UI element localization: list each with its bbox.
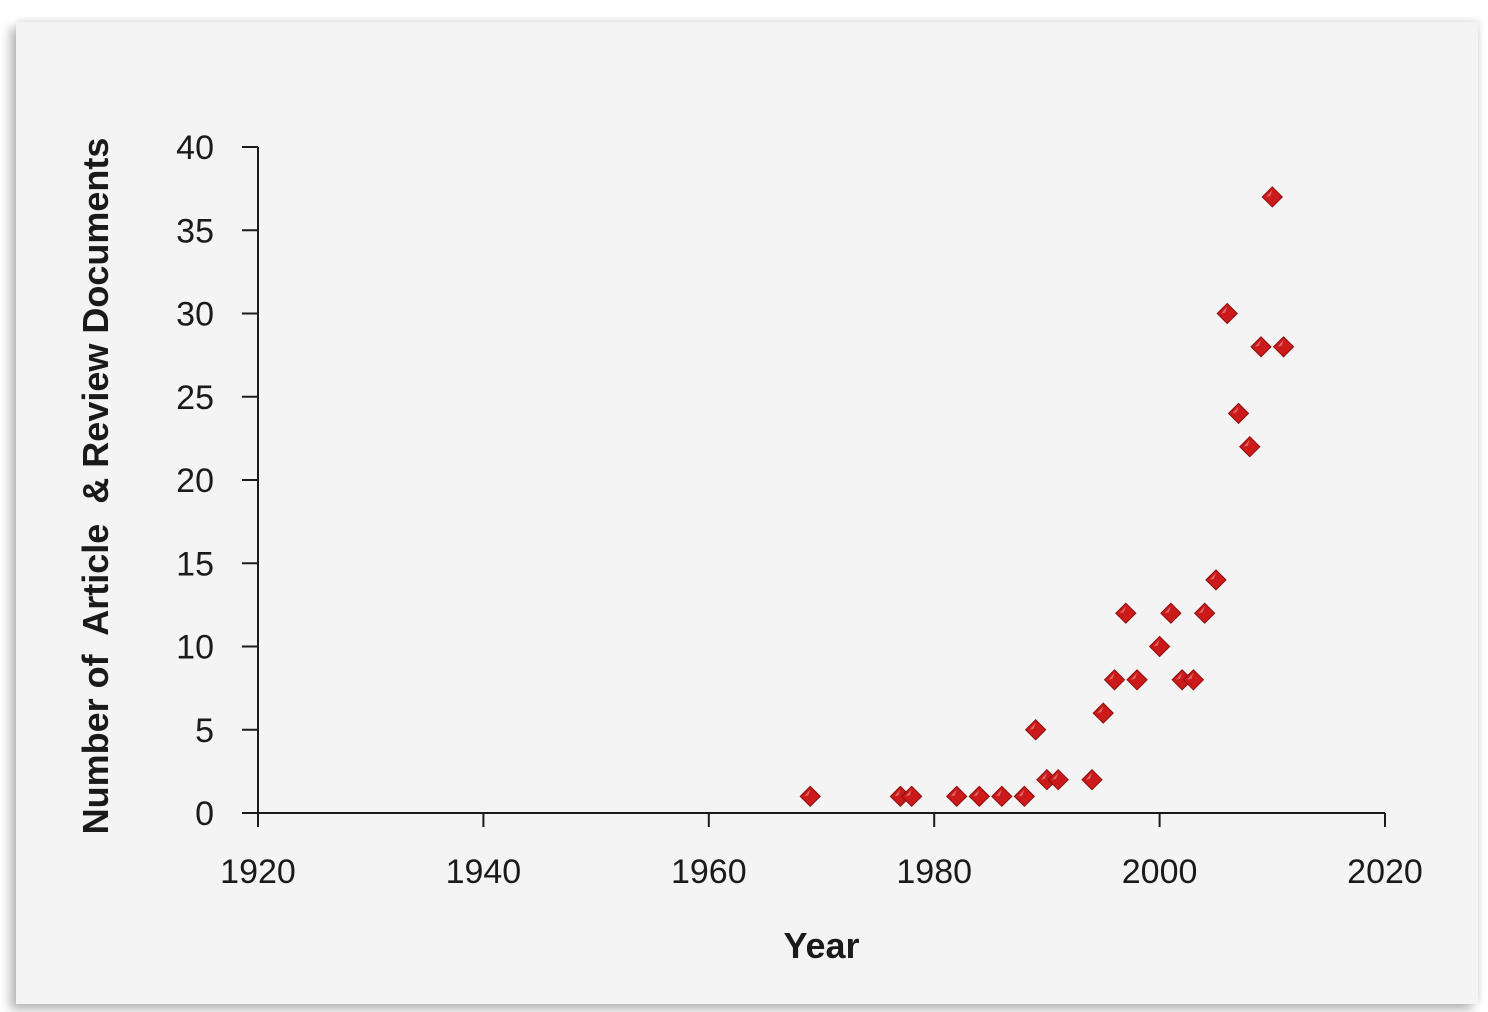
y-tick-label: 25 <box>176 379 214 417</box>
data-point <box>1183 670 1203 690</box>
data-point <box>1150 637 1170 657</box>
data-point <box>1048 770 1068 790</box>
data-point <box>1251 337 1271 357</box>
y-tick-label: 0 <box>195 795 214 833</box>
data-point <box>969 786 989 806</box>
data-point <box>1195 603 1215 623</box>
x-tick-label: 1960 <box>671 853 747 891</box>
data-point <box>1240 437 1260 457</box>
y-tick-label: 15 <box>176 545 214 583</box>
x-tick-label: 2000 <box>1122 853 1198 891</box>
y-tick-label: 10 <box>176 629 214 667</box>
x-tick-label: 1920 <box>220 853 296 891</box>
data-point <box>1093 703 1113 723</box>
data-point <box>1014 786 1034 806</box>
y-tick-label: 20 <box>176 462 214 500</box>
data-point <box>1228 403 1248 423</box>
x-tick-label: 1980 <box>896 853 972 891</box>
x-axis-ticks: 1920 1940 1960 1980 2000 2020 <box>220 813 1423 891</box>
data-point <box>1026 720 1046 740</box>
y-tick-label: 30 <box>176 296 214 334</box>
data-point <box>1127 670 1147 690</box>
data-point <box>992 786 1012 806</box>
y-tick-label: 5 <box>195 712 214 750</box>
x-tick-label: 2020 <box>1347 853 1423 891</box>
data-point <box>947 786 967 806</box>
data-point <box>902 786 922 806</box>
x-axis-title: Year <box>783 925 859 966</box>
data-point <box>1274 337 1294 357</box>
data-point <box>800 786 820 806</box>
data-point <box>1206 570 1226 590</box>
y-tick-label: 40 <box>176 129 214 167</box>
data-point <box>1105 670 1125 690</box>
x-tick-label: 1940 <box>446 853 522 891</box>
data-point <box>1116 603 1136 623</box>
data-point <box>1262 187 1282 207</box>
axes <box>258 147 1385 813</box>
y-axis-ticks: 0 5 10 15 20 25 30 35 40 <box>176 129 258 833</box>
data-points <box>800 187 1293 806</box>
data-point <box>1217 304 1237 324</box>
y-tick-label: 35 <box>176 212 214 250</box>
y-axis-title: Number of Article & Review Documents <box>75 138 116 835</box>
data-point <box>1161 603 1181 623</box>
data-point <box>1082 770 1102 790</box>
